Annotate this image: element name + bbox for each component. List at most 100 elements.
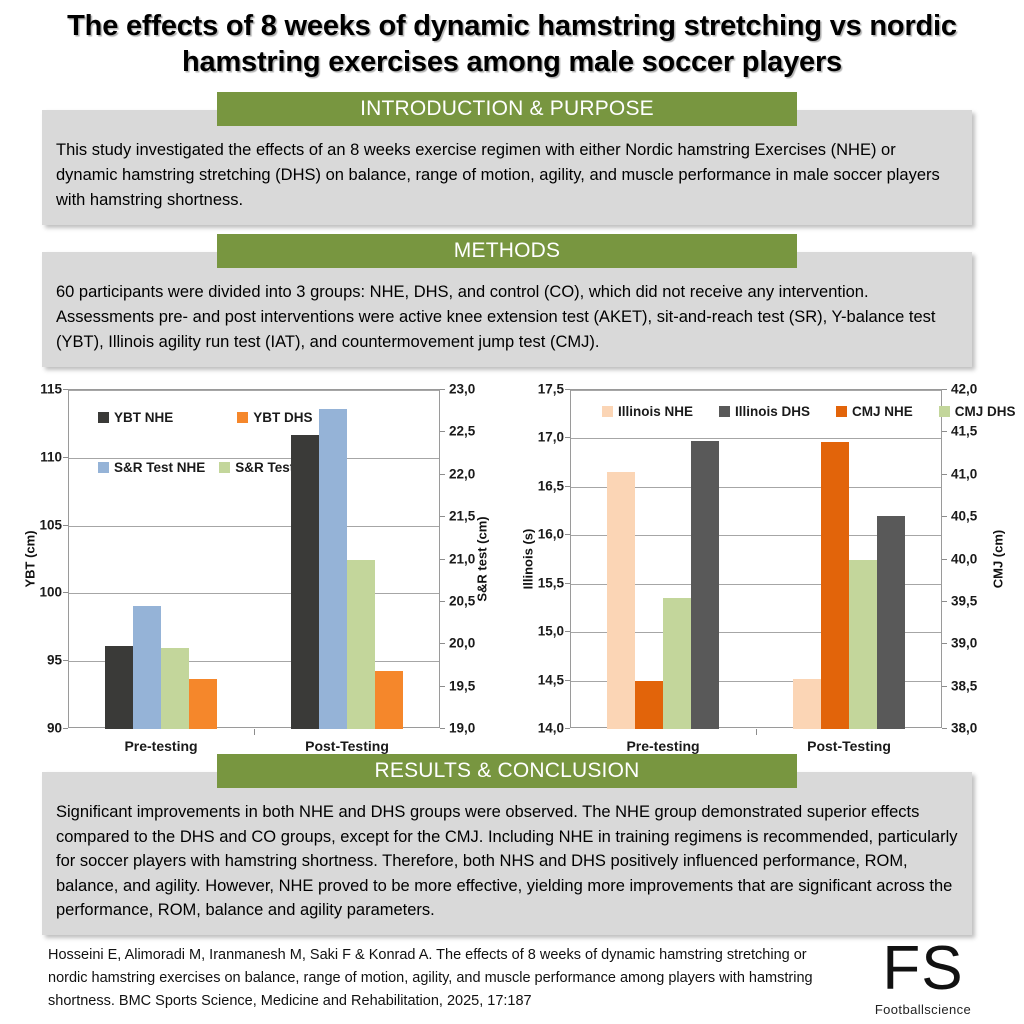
gridline (571, 487, 941, 488)
legend-swatch (98, 462, 109, 473)
y-axis-right-tick-label: 40,0 (951, 551, 978, 566)
y-axis-right-tick (942, 474, 947, 475)
y-axis-right-tick (942, 431, 947, 432)
y-axis-left-tick-label: 105 (39, 517, 62, 533)
y-axis-right-tick (440, 474, 445, 475)
y-axis-left-tick-label: 14,5 (537, 672, 564, 688)
y-axis-left-tick (63, 592, 68, 593)
y-axis-right-tick-label: 40,5 (951, 508, 978, 524)
legend-entry: Illinois NHE (602, 404, 693, 419)
legend-swatch (719, 406, 731, 417)
citation-text: Hosseini E, Alimoradi M, Iranmanesh M, S… (48, 947, 813, 1009)
y-axis-left-tick-label: 15,5 (537, 575, 564, 591)
y-axis-left-tick (63, 457, 68, 458)
y-axis-right-title: S&R test (cm) (474, 515, 490, 602)
y-axis-left-tick (565, 680, 570, 681)
y-axis-right-tick-label: 20,5 (449, 593, 476, 609)
section-body-introduction: This study investigated the effects of a… (42, 110, 972, 225)
y-axis-left-tick-label: 95 (46, 652, 62, 668)
y-axis-left-tick (565, 389, 570, 390)
y-axis-right-tick-label: 19,0 (449, 720, 476, 736)
y-axis-left-tick (565, 583, 570, 584)
y-axis-left-tick-label: 15,0 (537, 623, 564, 639)
bar (319, 408, 347, 729)
gridline (571, 632, 941, 633)
legend-swatch (938, 406, 950, 417)
y-axis-right-tick-label: 38,0 (951, 720, 978, 736)
y-axis-left-tick-label: 115 (40, 381, 62, 397)
gridline (571, 390, 941, 391)
gridline (571, 438, 941, 439)
bar (691, 441, 719, 729)
legend-entry: CMJ NHE (836, 404, 913, 419)
chart-illinois-cmj: 14,0 14,5 15,0 15,5 16,0 16,5 17,0 17,5 38,0 38,5… (498, 376, 1018, 755)
y-axis-left-tick-label: 14,0 (537, 720, 564, 736)
section-header-introduction: INTRODUCTION & PURPOSE (217, 92, 797, 126)
gridline (69, 390, 439, 391)
y-axis-right-tick (440, 728, 445, 729)
section-text-results: Significant improvements in both NHE and… (56, 803, 958, 919)
bar (635, 680, 663, 729)
y-axis-right-tick (942, 643, 947, 644)
y-axis-left-tick (565, 631, 570, 632)
chart-legend: Illinois NHE Illinois DHS CMJ NHE CMJ DHS (602, 404, 1016, 419)
y-axis-right-title: CMJ (cm) (990, 529, 1006, 588)
y-axis-right-tick-label: 41,0 (951, 466, 978, 482)
y-axis-right-tick (440, 516, 445, 517)
y-axis-right-tick-label: 23,0 (449, 381, 476, 397)
y-axis-right-tick (440, 389, 445, 390)
bar (189, 678, 217, 729)
x-axis-category-label: Pre-testing (626, 738, 700, 754)
bar (291, 434, 319, 729)
footballscience-logo: FS Footballscience (848, 934, 998, 1018)
section-body-methods: 60 participants were divided into 3 grou… (42, 252, 972, 367)
legend-entry: Illinois DHS (719, 404, 810, 419)
page-title: The effects of 8 weeks of dynamic hamstr… (67, 10, 957, 78)
y-axis-left-tick (63, 389, 68, 390)
y-axis-right-tick-label: 39,0 (951, 635, 978, 651)
y-axis-left-tick-label: 16,0 (537, 526, 564, 542)
legend-swatch (237, 412, 249, 423)
x-axis-category-label: Post-Testing (305, 738, 389, 754)
legend-entry: CMJ DHS (938, 404, 1016, 419)
y-axis-left-tick-label: 90 (46, 720, 62, 736)
chart-ybt-sr: 90 95 100 105 110 115 19,0 19,5 20,0 20,5 21,0 21,5… (6, 376, 494, 755)
y-axis-right-tick (440, 643, 445, 644)
section-body-results: Significant improvements in both NHE and… (42, 772, 972, 935)
legend-entry: YBT NHE (98, 410, 173, 425)
y-axis-right-tick (440, 601, 445, 602)
y-axis-right-tick-label: 21,0 (449, 551, 476, 566)
y-axis-right-tick (942, 516, 947, 517)
logo-subtitle: Footballscience (874, 1002, 972, 1017)
y-axis-left-tick (565, 728, 570, 729)
y-axis-right-tick (440, 686, 445, 687)
y-axis-left-tick-label: 100 (39, 584, 62, 600)
legend-entry: S&R Test NHE (98, 460, 205, 475)
bar (793, 678, 821, 729)
gridline (69, 661, 439, 662)
legend-swatch (602, 406, 613, 417)
y-axis-right-tick (942, 686, 947, 687)
footer-divider (46, 934, 968, 935)
y-axis-left-tick-label: 17,5 (537, 381, 564, 397)
y-axis-right-tick-label: 19,5 (449, 678, 476, 694)
bar (849, 559, 877, 729)
x-axis-category-label: Pre-testing (124, 738, 198, 754)
legend-label: YBT DHS (253, 410, 313, 425)
y-axis-left-tick (63, 728, 68, 729)
section-header-methods: METHODS (217, 234, 797, 268)
y-axis-left-tick (63, 660, 68, 661)
y-axis-left-tick (63, 525, 68, 526)
bar (133, 606, 161, 729)
plot-area (570, 389, 942, 729)
y-axis-left-tick-label: 17,0 (537, 429, 564, 445)
bar (375, 670, 403, 729)
y-axis-left-tick-label: 110 (40, 449, 62, 465)
logo-mark: FS (882, 934, 964, 1003)
y-axis-right-tick (942, 559, 947, 560)
y-axis-right-tick-label: 20,0 (449, 635, 476, 651)
x-axis-category-label: Post-Testing (807, 738, 891, 754)
bar (821, 441, 849, 729)
bar (347, 559, 375, 729)
